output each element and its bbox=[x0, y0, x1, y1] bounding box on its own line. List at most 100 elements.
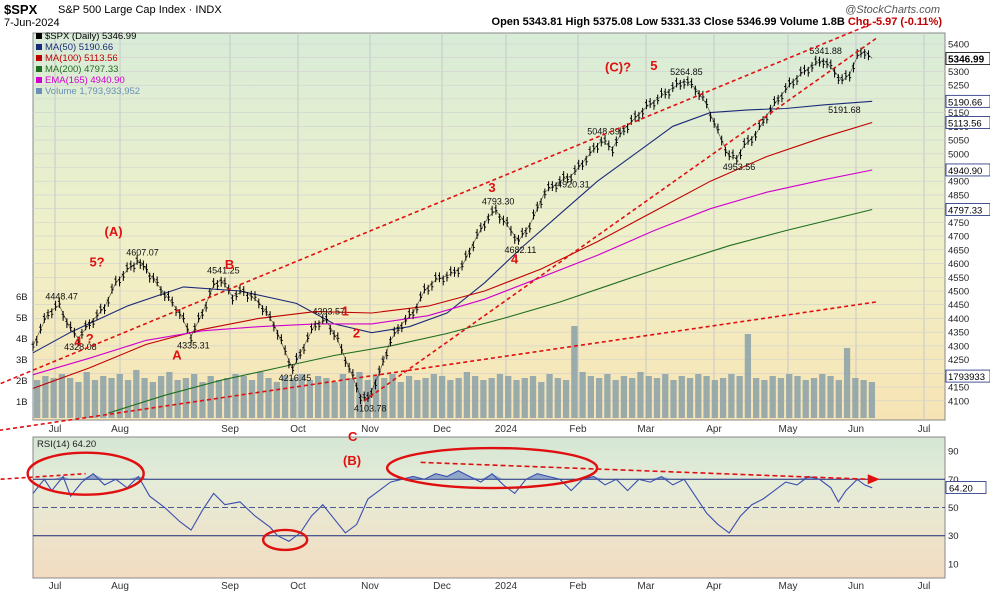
volume-bar bbox=[50, 378, 57, 418]
price-y-tick: 4650 bbox=[948, 245, 969, 256]
rsi-ellipse bbox=[385, 446, 599, 490]
volume-bar bbox=[810, 378, 818, 418]
volume-bar bbox=[207, 376, 214, 418]
volume-bar bbox=[868, 382, 875, 418]
volume-bar bbox=[389, 374, 396, 418]
rsi-ellipse bbox=[261, 528, 309, 552]
price-label: 5264.85 bbox=[670, 67, 703, 77]
volume-bar bbox=[348, 378, 355, 418]
open-value: Open 5343.81 bbox=[491, 16, 563, 28]
chart-date: 7-Jun-2024 bbox=[4, 17, 60, 29]
volume-bar bbox=[166, 372, 173, 418]
volume-bar bbox=[273, 382, 280, 418]
volume-bar bbox=[794, 376, 801, 418]
wave-label: ? bbox=[86, 331, 94, 346]
volume-bar bbox=[265, 378, 272, 418]
legend-entry: MA(100) 5113.56 bbox=[45, 53, 118, 64]
trendline bbox=[0, 21, 877, 385]
price-y-tick: 4500 bbox=[948, 287, 969, 298]
volume-bar bbox=[769, 376, 776, 418]
volume-bar bbox=[182, 378, 190, 418]
legend-entry: Volume 1,793,933,952 bbox=[45, 86, 140, 97]
volume-y-tick: 3B bbox=[16, 355, 28, 366]
wave-label: B bbox=[225, 257, 234, 272]
wave-label: 4 bbox=[74, 334, 82, 349]
axis-tag-label: 5346.99 bbox=[948, 55, 985, 66]
volume-bar bbox=[224, 378, 231, 418]
price-y-tick: 5000 bbox=[948, 149, 969, 160]
volume-bar bbox=[149, 382, 156, 418]
volume-y-tick: 6B bbox=[16, 292, 28, 303]
volume-bar bbox=[414, 380, 421, 418]
series-ema165 bbox=[32, 169, 873, 376]
wave-label: 3 bbox=[488, 180, 495, 195]
volume-bar bbox=[248, 380, 256, 418]
volume-bar bbox=[480, 380, 487, 418]
rsi-y-tick: 70 bbox=[948, 475, 959, 486]
volume-bar bbox=[860, 380, 867, 418]
rsi-arrow-line bbox=[420, 461, 870, 481]
low-value: Low 5331.33 bbox=[635, 16, 701, 28]
price-x-tick: Sep bbox=[221, 424, 239, 435]
volume-bar bbox=[596, 378, 603, 418]
volume-bar bbox=[397, 382, 404, 418]
axis-tag-label: 5113.56 bbox=[948, 118, 982, 129]
series-ma50 bbox=[32, 100, 873, 354]
volume-bar bbox=[819, 374, 826, 418]
volume-bar bbox=[463, 372, 471, 418]
rsi-x-tick: Feb bbox=[569, 581, 587, 591]
volume-bar bbox=[496, 374, 504, 418]
price-y-tick: 4150 bbox=[948, 383, 969, 394]
volume-bar bbox=[91, 380, 99, 418]
volume-bar bbox=[786, 374, 793, 418]
volume-bar bbox=[703, 376, 710, 418]
close-value: Close 5346.99 bbox=[703, 16, 777, 28]
rsi-x-tick: Jul bbox=[49, 581, 62, 591]
volume-bar bbox=[753, 378, 760, 418]
price-y-tick: 4450 bbox=[948, 300, 969, 311]
volume-bar bbox=[281, 376, 289, 418]
volume-bar bbox=[505, 376, 512, 418]
wave-label: 5? bbox=[89, 254, 104, 269]
price-label: 4541.25 bbox=[207, 266, 240, 276]
volume-bar bbox=[678, 376, 685, 418]
axis-tag-label: 1793933 bbox=[948, 372, 985, 383]
annotation-overlay: (A)5? 4 ? A B 12 3 4 (C)? 5 C (B) bbox=[0, 21, 880, 552]
volume-bar bbox=[604, 374, 611, 418]
price-label: 5341.88 bbox=[809, 46, 842, 56]
price-y-tick: 4550 bbox=[948, 273, 969, 284]
ohlc-summary: Open 5343.81 High 5375.08 Low 5331.33 Cl… bbox=[492, 16, 942, 28]
volume-bar bbox=[670, 380, 677, 418]
rsi-x-tick: Aug bbox=[111, 581, 129, 591]
volume-bar bbox=[124, 380, 132, 418]
price-y-tick: 4400 bbox=[948, 314, 969, 325]
volume-bar bbox=[438, 376, 446, 418]
axis-tag-label: 4940.90 bbox=[948, 166, 982, 177]
rsi-panel: Jul Aug Sep Oct Nov Dec 2024 Feb Mar Apr May Jun Jul… bbox=[32, 436, 987, 591]
axis-tag bbox=[945, 163, 990, 177]
series-rsi bbox=[32, 470, 873, 542]
volume-bar bbox=[455, 378, 462, 418]
price-label: 4328.08 bbox=[64, 342, 97, 352]
price-label: 4393.57 bbox=[313, 306, 346, 316]
volume-bar bbox=[728, 374, 735, 418]
price-x-tick: May bbox=[779, 424, 798, 435]
rsi-x-tick: Apr bbox=[706, 581, 722, 591]
volume-bar bbox=[116, 374, 123, 418]
legend-entry: $SPX (Daily) 5346.99 bbox=[45, 31, 136, 42]
legend-entry: MA(200) 4797.33 bbox=[45, 64, 118, 75]
volume-bar bbox=[315, 376, 322, 418]
price-y-tick: 5250 bbox=[948, 81, 969, 92]
change-value: Chg -5.97 (-0.11%) bbox=[847, 16, 942, 28]
price-label: 4953.56 bbox=[723, 162, 756, 172]
volume-bar bbox=[430, 374, 437, 418]
price-x-tick: Jul bbox=[49, 424, 62, 435]
price-label: 4682.11 bbox=[504, 245, 536, 255]
wave-label: C bbox=[348, 429, 358, 444]
volume-bar bbox=[191, 374, 198, 418]
high-value: High 5375.08 bbox=[565, 16, 633, 28]
volume-bar bbox=[100, 376, 107, 418]
price-plot-area bbox=[33, 33, 945, 420]
price-label: 4335.31 bbox=[177, 340, 210, 350]
symbol-title: $SPX bbox=[4, 2, 38, 17]
